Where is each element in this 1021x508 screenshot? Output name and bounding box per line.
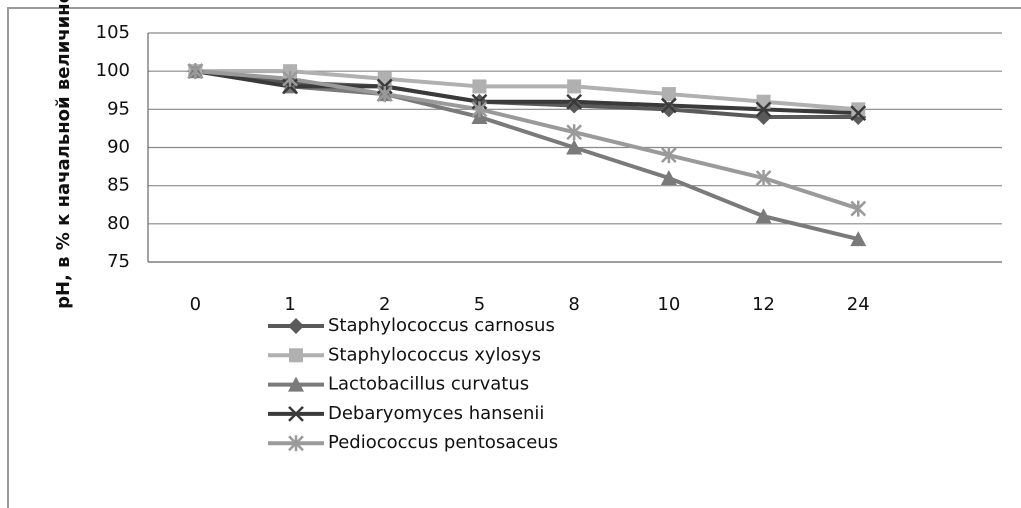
series-line xyxy=(195,69,859,112)
marker xyxy=(660,101,677,118)
frame xyxy=(7,7,1021,508)
y-tick-label: 100 xyxy=(96,60,130,81)
marker xyxy=(566,97,583,114)
marker xyxy=(377,71,392,86)
marker xyxy=(289,348,303,363)
y-tick-label: 90 xyxy=(107,137,130,158)
marker xyxy=(566,139,583,155)
legend-label: Pediococcus pentosaceus xyxy=(328,432,558,453)
y-axis-label: pH, в % к начальной величине xyxy=(53,0,74,309)
marker xyxy=(660,97,677,114)
marker xyxy=(660,147,677,164)
series-line xyxy=(195,69,859,211)
marker xyxy=(660,170,677,186)
marker xyxy=(850,231,867,247)
marker xyxy=(288,435,304,452)
series-line xyxy=(195,69,859,116)
y-tick-label: 105 xyxy=(96,22,130,43)
marker xyxy=(661,87,676,102)
marker xyxy=(850,200,867,217)
marker xyxy=(566,93,583,110)
legend-label: Debaryomyces hansenii xyxy=(328,403,544,424)
marker xyxy=(471,101,488,118)
marker xyxy=(850,105,867,122)
marker xyxy=(756,94,771,109)
y-tick-label: 75 xyxy=(107,251,130,272)
x-tick-label: 2 xyxy=(379,294,390,315)
marker xyxy=(566,124,583,141)
x-tick-label: 12 xyxy=(752,294,775,315)
marker xyxy=(472,79,487,94)
legend-label: Lactobacillus curvatus xyxy=(328,374,529,395)
marker xyxy=(755,170,772,187)
x-tick-label: 5 xyxy=(474,294,485,315)
marker xyxy=(288,406,304,422)
marker xyxy=(567,79,582,94)
x-tick-label: 10 xyxy=(657,294,680,315)
marker xyxy=(755,208,772,224)
x-tick-label: 1 xyxy=(284,294,295,315)
x-tick-label: 24 xyxy=(847,294,870,315)
legend-label: Staphylococcus carnosus xyxy=(328,315,555,336)
y-tick-label: 95 xyxy=(107,98,130,119)
y-tick-label: 80 xyxy=(107,213,130,234)
marker xyxy=(376,86,393,103)
marker xyxy=(187,63,204,80)
legend-label: Staphylococcus xylosys xyxy=(328,344,541,365)
marker xyxy=(851,102,866,117)
x-tick-label: 0 xyxy=(190,294,201,315)
marker xyxy=(755,101,772,118)
marker xyxy=(288,318,304,334)
marker xyxy=(282,70,298,87)
y-tick-label: 85 xyxy=(107,175,130,196)
x-tick-label: 8 xyxy=(568,294,579,315)
marker xyxy=(288,376,304,392)
